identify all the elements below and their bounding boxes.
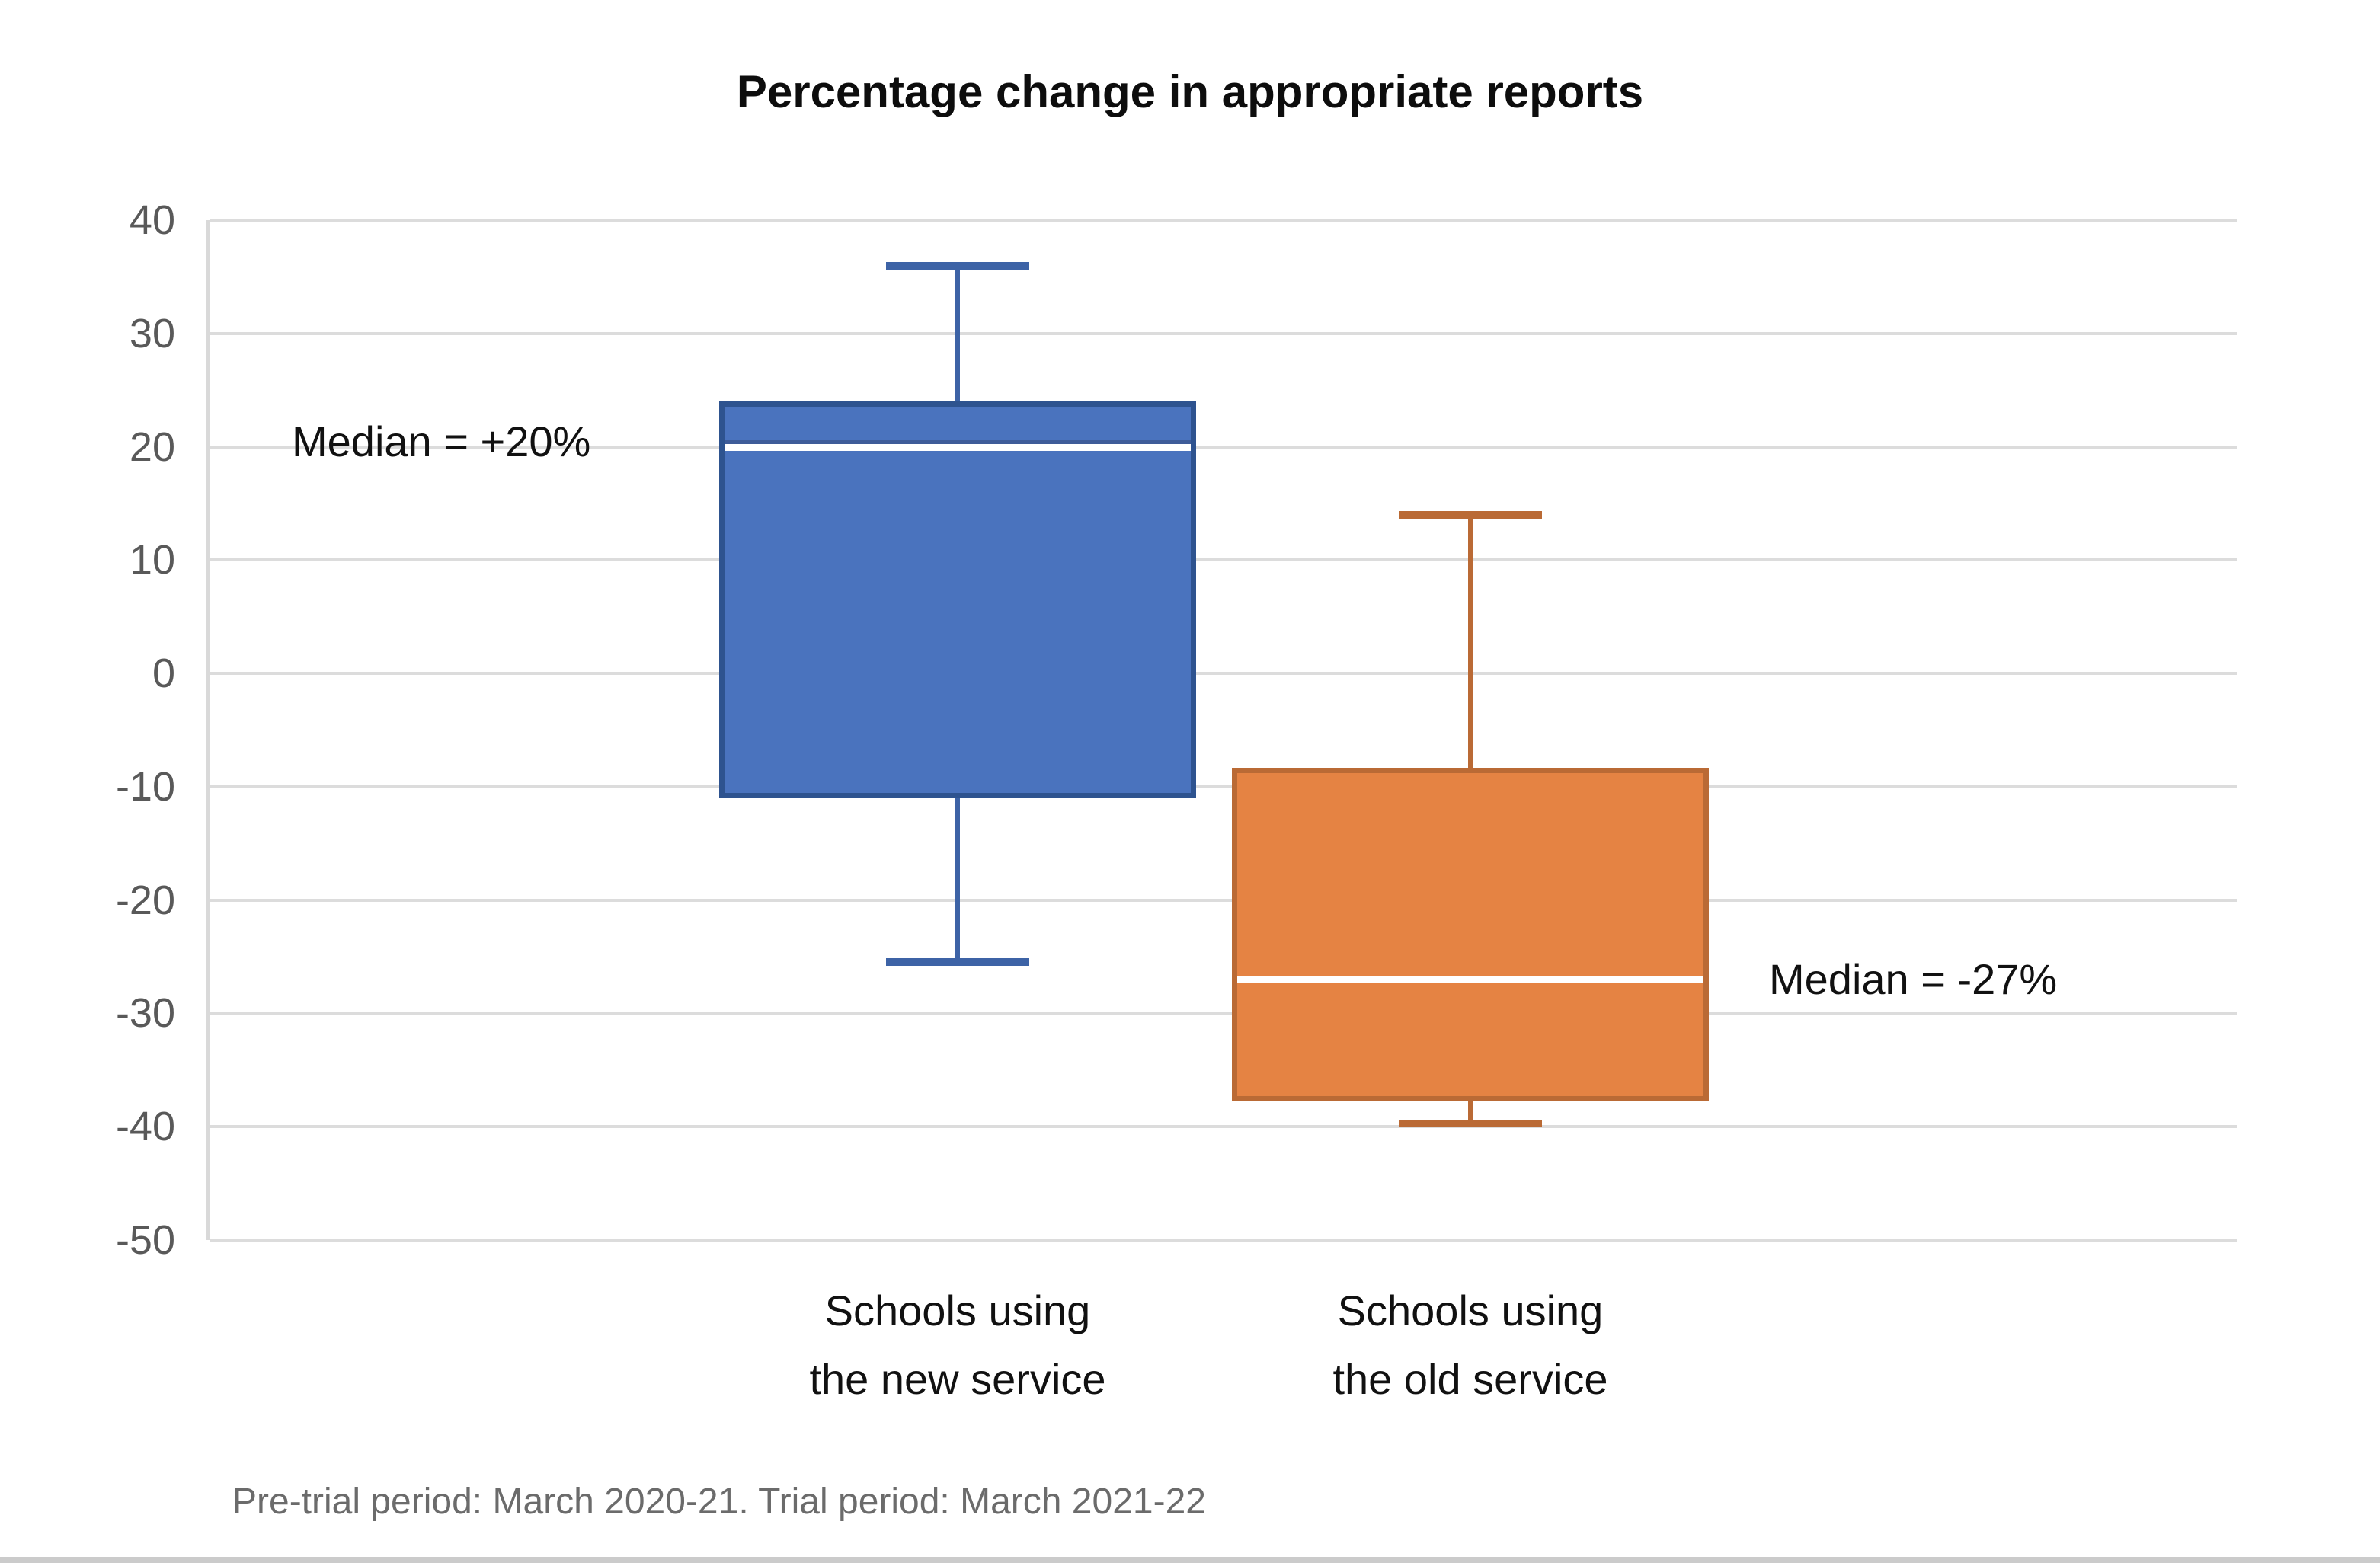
box-new-service (718, 401, 1196, 798)
gridline (210, 785, 2237, 788)
bottom-window-edge (0, 1557, 2380, 1563)
y-axis-tick-label: 20 (129, 424, 175, 470)
median-line-new-service (724, 439, 1191, 451)
upper-whisker-line-old-service (1467, 514, 1473, 768)
annotation-median-new: Median = +20% (292, 417, 591, 465)
gridline (210, 1239, 2237, 1242)
gridline (210, 898, 2237, 902)
x-axis-label-old-line1: Schools using (1337, 1287, 1604, 1334)
annotation-median-old: Median = -27% (1769, 955, 2058, 1003)
x-axis-label-new: Schools using the new service (615, 1277, 1300, 1414)
lower-whisker-line-new-service (955, 797, 961, 963)
footer-note: Pre-trial period: March 2020-21. Trial p… (232, 1481, 1206, 1522)
y-axis-tick-label: -30 (115, 990, 175, 1037)
median-line-old-service (1237, 976, 1704, 983)
x-axis-label-new-line2: the new service (809, 1355, 1106, 1403)
gridline (210, 331, 2237, 335)
gridline (210, 219, 2237, 222)
y-axis-line (206, 220, 210, 1240)
y-axis-tick-label: 10 (129, 537, 175, 583)
gridline (210, 558, 2237, 562)
y-axis-tick-label: 0 (152, 650, 175, 697)
box-old-service (1232, 767, 1710, 1102)
y-axis-tick-label: -10 (115, 763, 175, 810)
x-axis-label-new-line1: Schools using (824, 1287, 1091, 1334)
x-axis-label-old: Schools using the old service (1128, 1277, 1813, 1414)
upper-whisker-cap-old-service (1399, 510, 1543, 519)
upper-whisker-line-new-service (955, 265, 961, 402)
gridline (210, 445, 2237, 449)
y-axis-tick-label: 40 (129, 197, 175, 243)
lower-whisker-cap-new-service (885, 958, 1029, 967)
lower-whisker-cap-old-service (1399, 1119, 1543, 1127)
chart-title: Percentage change in appropriate reports (736, 66, 1644, 117)
gridline (210, 672, 2237, 676)
y-axis-tick-label: -50 (115, 1217, 175, 1263)
y-axis-tick-label: 30 (129, 310, 175, 356)
gridline (210, 1125, 2237, 1129)
gridline (210, 1012, 2237, 1015)
lower-whisker-line-old-service (1467, 1101, 1473, 1124)
x-axis-label-old-line2: the old service (1332, 1355, 1608, 1403)
upper-whisker-cap-new-service (885, 261, 1029, 270)
y-axis-tick-label: -40 (115, 1104, 175, 1150)
plot-area (206, 219, 2237, 1242)
y-axis-tick-label: -20 (115, 877, 175, 923)
